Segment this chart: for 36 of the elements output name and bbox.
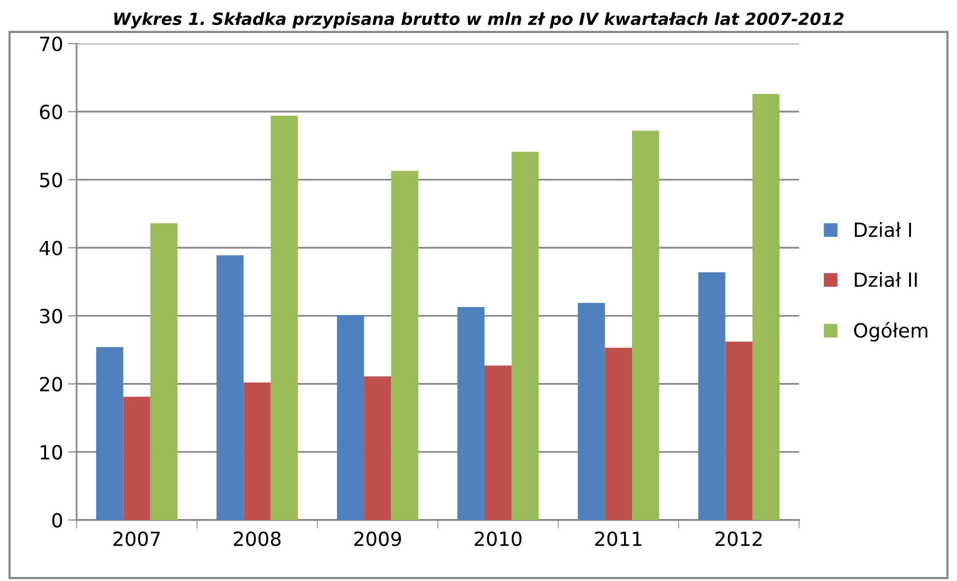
- x-tick-label: 2009: [354, 531, 401, 546]
- y-tick-label: 30: [40, 308, 62, 324]
- chart-title: Wykres 1. Składka przypisana brutto w mln zł po IV kwartałach lat 2007-2012: [114, 12, 844, 28]
- y-tick-label: 40: [40, 240, 62, 256]
- legend-label: Dział II: [854, 272, 917, 288]
- bar: [698, 272, 726, 520]
- y-tick-label: 60: [40, 104, 62, 120]
- legend-label: Dział I: [854, 222, 912, 238]
- x-tick-label: 2012: [716, 531, 762, 546]
- bar: [364, 376, 392, 520]
- y-tick-label: 10: [40, 444, 62, 460]
- bar: [336, 315, 364, 520]
- bar: [123, 396, 150, 520]
- x-tick-label: 2008: [234, 531, 281, 546]
- bar: [578, 302, 605, 520]
- y-tick-label: 0: [52, 512, 62, 528]
- bar: [752, 94, 780, 520]
- x-tick-label: 2007: [113, 531, 160, 546]
- bar: [96, 347, 124, 520]
- bar: [604, 348, 632, 520]
- bar: [244, 382, 271, 520]
- bar: [216, 255, 244, 520]
- legend-label: Ogółem: [854, 322, 928, 342]
- y-tick-label: 70: [40, 36, 62, 52]
- bar: [150, 223, 178, 520]
- bar: [270, 116, 298, 520]
- bar: [391, 170, 418, 520]
- y-tick-label: 50: [40, 172, 62, 188]
- bar: [457, 306, 484, 520]
- bar: [632, 130, 660, 520]
- x-tick-label: 2011: [595, 531, 642, 546]
- x-tick-label: 2010: [474, 531, 522, 546]
- y-tick-label: 20: [40, 376, 62, 392]
- bar: [484, 366, 512, 520]
- bar: [512, 152, 539, 520]
- bar: [725, 342, 752, 520]
